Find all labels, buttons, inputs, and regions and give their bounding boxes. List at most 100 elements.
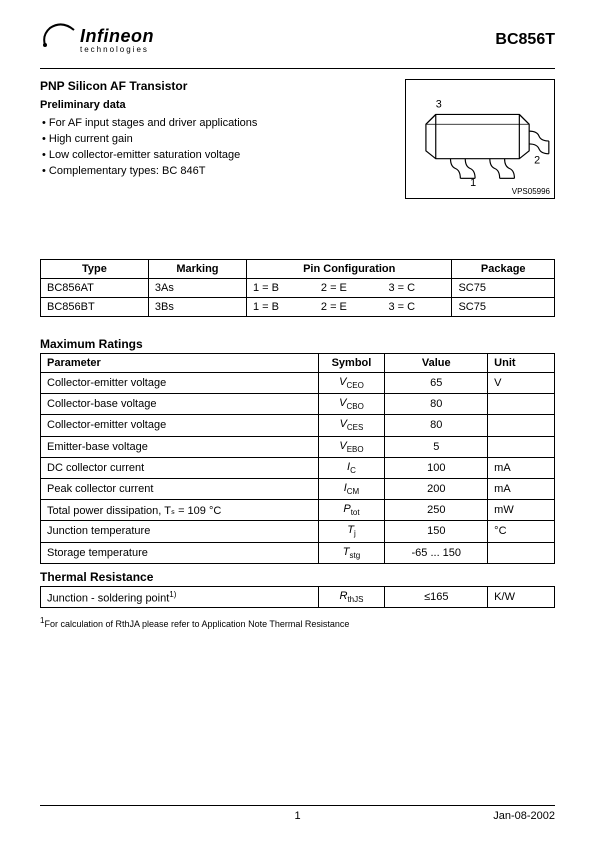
table-row: Storage temperatureTstg-65 ... 150 [41, 542, 555, 563]
cell-value: 150 [385, 521, 488, 542]
title-section: PNP Silicon AF Transistor Preliminary da… [40, 79, 555, 199]
th-pinconfig: Pin Configuration [246, 260, 451, 279]
feature-item: For AF input stages and driver applicati… [40, 117, 385, 129]
cell-marking: 3As [148, 279, 246, 298]
table-row: BC856BT 3Bs 1 = B 2 = E 3 = C SC75 [41, 298, 555, 317]
table-row: Total power dissipation, Tₛ = 109 °CPtot… [41, 500, 555, 521]
cell-pin: 3 = C [382, 279, 452, 298]
feature-item: Complementary types: BC 846T [40, 165, 385, 177]
cell-param: Junction temperature [41, 521, 319, 542]
cell-unit: K/W [488, 586, 555, 608]
cell-param: Storage temperature [41, 542, 319, 563]
table-header-row: Type Marking Pin Configuration Package [41, 260, 555, 279]
cell-param: Collector-emitter voltage [41, 373, 319, 394]
cell-pin: 2 = E [315, 279, 383, 298]
footnote: 1For calculation of RthJA please refer t… [40, 616, 555, 629]
feature-list: For AF input stages and driver applicati… [40, 117, 385, 177]
th-param: Parameter [41, 354, 319, 373]
logo-subtext: technologies [80, 45, 154, 54]
feature-item: Low collector-emitter saturation voltage [40, 149, 385, 161]
cell-pin: 3 = C [382, 298, 452, 317]
th-marking: Marking [148, 260, 246, 279]
table-row: Peak collector currentICM200mA [41, 478, 555, 499]
cell-param: Emitter-base voltage [41, 436, 319, 457]
table-row: Collector-base voltageVCBO80 [41, 394, 555, 415]
table-row: Emitter-base voltageVEBO5 [41, 436, 555, 457]
cell-unit [488, 394, 555, 415]
table-row: Junction temperatureTj150°C [41, 521, 555, 542]
page-number: 1 [294, 810, 300, 822]
main-title: PNP Silicon AF Transistor [40, 79, 385, 93]
cell-value: 65 [385, 373, 488, 394]
cell-param: Collector-emitter voltage [41, 415, 319, 436]
ratings-title: Maximum Ratings [40, 337, 555, 351]
table-row: DC collector currentIC100mA [41, 457, 555, 478]
logo-text: Infineon [80, 26, 154, 47]
logo: Infineon technologies [40, 20, 154, 60]
cell-param: DC collector current [41, 457, 319, 478]
cell-unit: mA [488, 478, 555, 499]
th-type: Type [41, 260, 149, 279]
cell-unit: °C [488, 521, 555, 542]
ratings-table: Parameter Symbol Value Unit Collector-em… [40, 353, 555, 564]
cell-unit: mW [488, 500, 555, 521]
cell-param: Peak collector current [41, 478, 319, 499]
footer: 1 Jan-08-2002 [40, 805, 555, 822]
cell-unit [488, 542, 555, 563]
svg-text:1: 1 [470, 177, 476, 189]
th-package: Package [452, 260, 555, 279]
cell-symbol: VCEO [318, 373, 385, 394]
thermal-table: Junction - soldering point1) RthJS ≤165 … [40, 586, 555, 609]
cell-unit: V [488, 373, 555, 394]
cell-symbol: Tj [318, 521, 385, 542]
cell-symbol: VCES [318, 415, 385, 436]
type-table: Type Marking Pin Configuration Package B… [40, 259, 555, 317]
cell-unit: mA [488, 457, 555, 478]
cell-pin: 1 = B [246, 298, 314, 317]
cell-type: BC856BT [41, 298, 149, 317]
cell-param: Total power dissipation, Tₛ = 109 °C [41, 500, 319, 521]
svg-text:2: 2 [534, 155, 540, 167]
part-number: BC856T [495, 31, 555, 49]
cell-type: BC856AT [41, 279, 149, 298]
th-symbol: Symbol [318, 354, 385, 373]
cell-symbol: IC [318, 457, 385, 478]
feature-item: High current gain [40, 133, 385, 145]
cell-symbol: VEBO [318, 436, 385, 457]
package-diagram: 3 2 1 VPS05996 [405, 79, 555, 199]
footer-date: Jan-08-2002 [493, 810, 555, 822]
cell-param: Junction - soldering point1) [41, 586, 319, 608]
cell-value: 200 [385, 478, 488, 499]
logo-swoosh-icon [40, 20, 80, 60]
cell-unit [488, 415, 555, 436]
header-divider [40, 68, 555, 69]
cell-param: Collector-base voltage [41, 394, 319, 415]
subtitle: Preliminary data [40, 99, 385, 111]
table-row: BC856AT 3As 1 = B 2 = E 3 = C SC75 [41, 279, 555, 298]
svg-text:3: 3 [436, 99, 442, 111]
cell-value: 250 [385, 500, 488, 521]
cell-value: 80 [385, 415, 488, 436]
cell-value: ≤165 [385, 586, 488, 608]
package-icon: 3 2 1 [406, 80, 554, 198]
th-value: Value [385, 354, 488, 373]
header: Infineon technologies BC856T [40, 20, 555, 60]
cell-symbol: VCBO [318, 394, 385, 415]
thermal-title: Thermal Resistance [40, 570, 555, 584]
table-header-row: Parameter Symbol Value Unit [41, 354, 555, 373]
cell-symbol: ICM [318, 478, 385, 499]
cell-pin: 1 = B [246, 279, 314, 298]
cell-symbol: Ptot [318, 500, 385, 521]
cell-value: -65 ... 150 [385, 542, 488, 563]
cell-unit [488, 436, 555, 457]
cell-symbol: RthJS [318, 586, 385, 608]
diagram-label: VPS05996 [512, 187, 550, 196]
table-row: Collector-emitter voltageVCEO65V [41, 373, 555, 394]
th-unit: Unit [488, 354, 555, 373]
cell-symbol: Tstg [318, 542, 385, 563]
table-row: Junction - soldering point1) RthJS ≤165 … [41, 586, 555, 608]
cell-value: 80 [385, 394, 488, 415]
cell-marking: 3Bs [148, 298, 246, 317]
table-row: Collector-emitter voltageVCES80 [41, 415, 555, 436]
cell-pkg: SC75 [452, 298, 555, 317]
